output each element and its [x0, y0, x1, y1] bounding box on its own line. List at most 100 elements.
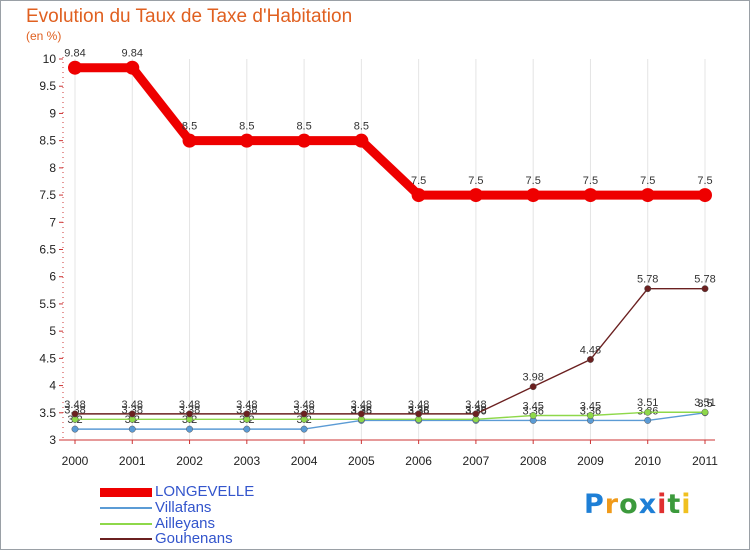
data-point-gouhenans-2010 — [644, 285, 652, 293]
y-tick-label-3: 3 — [49, 433, 56, 447]
legend-item-ailleyans: Ailleyans — [100, 515, 360, 532]
data-point-ailleyans-2011 — [701, 408, 709, 416]
y-tick-label-3.5: 3.5 — [39, 406, 56, 420]
logo-letter: i — [657, 489, 668, 520]
data-label-gouhenans-2010: 5.78 — [637, 274, 658, 286]
series-line-longevelle — [75, 63, 705, 200]
data-label-villafans-2009: 3.36 — [580, 405, 601, 417]
data-point-longevelle-2009 — [583, 188, 598, 203]
x-tick-label-2009: 2009 — [577, 454, 604, 468]
proxiti-logo: Proxiti — [584, 489, 692, 520]
x-tick-label-2000: 2000 — [62, 454, 89, 468]
chart-title: Evolution du Taux de Taxe d'Habitation — [26, 6, 353, 27]
y-tick-label-10: 10 — [43, 52, 57, 66]
data-label-ailleyans-2008: 3.45 — [522, 401, 543, 413]
x-tick-label-2011: 2011 — [692, 454, 718, 468]
data-point-gouhenans-2008 — [529, 383, 537, 391]
legend-swatch-gouhenans — [100, 538, 152, 540]
legend-label-gouhenans: Gouhenans — [155, 530, 233, 547]
x-tick-label-2006: 2006 — [405, 454, 432, 468]
data-point-gouhenans-2009 — [587, 355, 594, 363]
data-label-gouhenans-2001: 3.48 — [122, 399, 143, 411]
data-label-longevelle-2004: 8.5 — [296, 121, 311, 133]
data-label-villafans-2011: 3.5 — [697, 398, 712, 410]
legend-label-villafans: Villafans — [155, 499, 212, 516]
data-label-longevelle-2007: 7.5 — [468, 175, 483, 187]
legend-label-longevelle: LONGEVELLE — [155, 483, 255, 500]
data-label-villafans-2008: 3.36 — [522, 405, 543, 417]
data-label-gouhenans-2007: 3.48 — [465, 399, 486, 411]
x-tick-label-2001: 2001 — [119, 454, 146, 468]
data-point-ailleyans-2009 — [587, 412, 594, 419]
data-label-longevelle-2003: 8.5 — [239, 121, 254, 133]
y-tick-label-4: 4 — [49, 379, 56, 393]
data-label-ailleyans-2011: 3.51 — [694, 397, 715, 409]
y-tick-label-4.5: 4.5 — [39, 351, 56, 365]
series-line-ailleyans — [75, 411, 705, 421]
logo-letter: i — [681, 489, 692, 520]
y-tick-label-7: 7 — [49, 215, 56, 229]
data-label-gouhenans-2009: 4.48 — [580, 344, 601, 356]
data-point-gouhenans-2011 — [701, 285, 709, 293]
data-label-longevelle-2006: 7.5 — [411, 175, 426, 187]
y-tick-label-8: 8 — [49, 161, 56, 175]
logo-letter: P — [584, 489, 605, 520]
x-tick-label-2010: 2010 — [634, 454, 661, 468]
x-tick-label-2003: 2003 — [233, 454, 260, 468]
legend-item-gouhenans: Gouhenans — [100, 530, 360, 547]
data-point-ailleyans-2010 — [644, 408, 652, 416]
y-tick-label-5: 5 — [49, 324, 56, 338]
series-line-villafans — [75, 412, 706, 430]
data-point-longevelle-2006 — [411, 188, 426, 203]
data-point-gouhenans-2004 — [300, 410, 308, 418]
data-label-gouhenans-2000: 3.48 — [64, 399, 85, 411]
data-label-gouhenans-2002: 3.48 — [179, 399, 200, 411]
data-point-longevelle-2001 — [125, 60, 140, 75]
data-label-longevelle-2011: 7.5 — [697, 175, 712, 187]
data-point-longevelle-2011 — [698, 188, 712, 203]
data-point-villafans-2002 — [186, 425, 193, 433]
y-tick-label-7.5: 7.5 — [39, 188, 56, 202]
x-tick-label-2008: 2008 — [520, 454, 547, 468]
logo-letter: t — [667, 489, 682, 520]
data-label-longevelle-2005: 8.5 — [354, 121, 369, 133]
legend-swatch-villafans — [100, 507, 152, 509]
data-point-longevelle-2010 — [640, 188, 655, 203]
data-label-longevelle-2001: 9.84 — [122, 48, 143, 60]
data-point-longevelle-2008 — [526, 188, 541, 203]
x-tick-label-2005: 2005 — [348, 454, 375, 468]
data-point-gouhenans-2003 — [243, 410, 251, 418]
series-line-gouhenans — [75, 287, 705, 415]
data-point-gouhenans-2007 — [472, 410, 480, 418]
legend-swatch-ailleyans — [100, 523, 152, 525]
data-point-longevelle-2003 — [239, 133, 254, 148]
data-point-longevelle-2004 — [297, 133, 312, 148]
y-tick-label-9: 9 — [49, 106, 56, 120]
chart-subtitle: (en %) — [26, 29, 62, 43]
data-label-gouhenans-2008: 3.98 — [522, 372, 543, 384]
data-point-gouhenans-2001 — [128, 410, 136, 418]
data-point-villafans-2000 — [71, 425, 79, 433]
data-point-gouhenans-2005 — [357, 410, 365, 418]
y-tick-label-9.5: 9.5 — [39, 79, 56, 93]
data-point-longevelle-2007 — [468, 188, 483, 203]
data-label-longevelle-2002: 8.5 — [182, 121, 197, 133]
data-point-villafans-2001 — [128, 425, 136, 433]
legend-item-villafans: Villafans — [100, 499, 360, 516]
x-tick-label-2007: 2007 — [463, 454, 490, 468]
y-tick-label-5.5: 5.5 — [39, 297, 56, 311]
data-point-villafans-2004 — [300, 425, 308, 433]
line-chart: 3 3.5 4 4.5 5 5.5 6 6.5 7 7.5 8 8.5 9 9.5 10 2000 2001 20… — [39, 48, 718, 468]
data-label-longevelle-2000: 9.84 — [64, 48, 85, 60]
y-tick-label-8.5: 8.5 — [39, 134, 56, 148]
data-label-gouhenans-2003: 3.48 — [236, 399, 257, 411]
x-tick-label-2002: 2002 — [176, 454, 203, 468]
x-tick-label-2004: 2004 — [291, 454, 318, 468]
logo-letter: o — [619, 489, 639, 520]
data-label-longevelle-2010: 7.5 — [640, 175, 655, 187]
data-point-longevelle-2005 — [354, 133, 369, 148]
data-label-longevelle-2008: 7.5 — [526, 175, 541, 187]
data-point-villafans-2010 — [644, 416, 652, 424]
y-tick-label-6: 6 — [49, 270, 56, 284]
data-point-gouhenans-2000 — [71, 410, 79, 418]
